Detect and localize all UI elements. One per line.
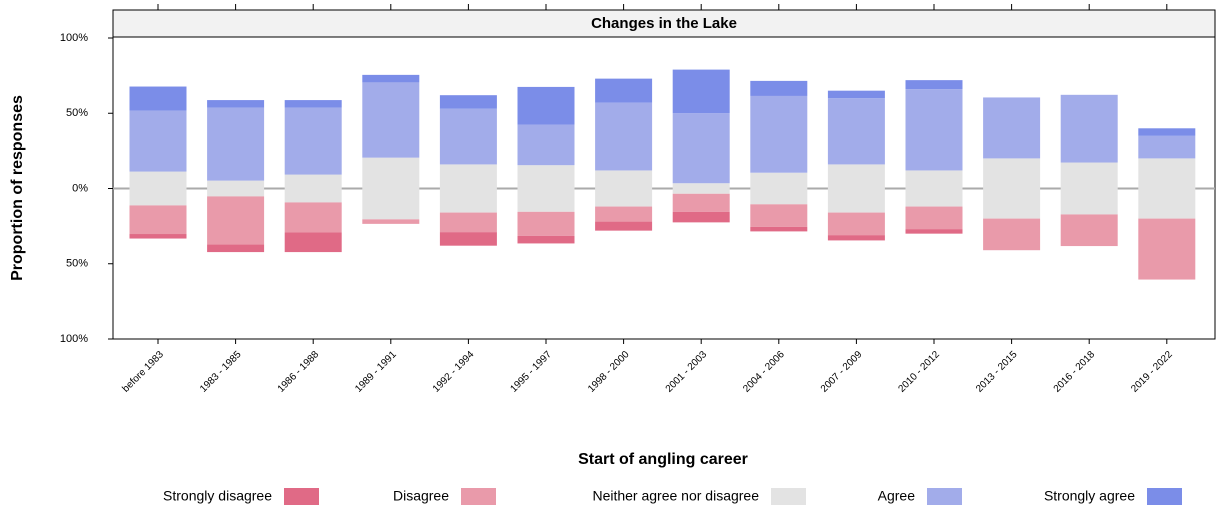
bar-segment bbox=[207, 196, 265, 245]
bar-segment bbox=[750, 204, 808, 227]
y-tick-label: 50% bbox=[66, 258, 88, 270]
bar-segment bbox=[983, 158, 1041, 219]
bar-segment bbox=[362, 74, 420, 83]
bar-segment bbox=[827, 90, 885, 99]
bar-segment bbox=[284, 232, 342, 253]
bar-segment bbox=[827, 235, 885, 241]
x-tick-label: 1983 - 1985 bbox=[198, 349, 244, 395]
bar-segment bbox=[284, 174, 342, 203]
x-tick-label: 2016 - 2018 bbox=[1052, 349, 1098, 395]
bar-segment bbox=[983, 97, 1041, 159]
x-tick-label: before 1983 bbox=[120, 349, 166, 395]
bar-segment bbox=[1138, 218, 1196, 280]
chart-title: Changes in the Lake bbox=[591, 15, 737, 32]
bar-segment bbox=[517, 235, 575, 244]
legend-swatch bbox=[284, 488, 319, 505]
bar-segment bbox=[1060, 162, 1118, 215]
bar-segment bbox=[207, 180, 265, 197]
bar-segment bbox=[439, 108, 497, 165]
bar-segment bbox=[284, 202, 342, 233]
bar-segment bbox=[905, 80, 963, 90]
legend-swatch bbox=[1147, 488, 1182, 505]
bar-segment bbox=[517, 165, 575, 212]
legend-label: Strongly agree bbox=[1044, 488, 1135, 504]
bar-segment bbox=[284, 107, 342, 175]
bar-segment bbox=[672, 211, 730, 223]
bar-segment bbox=[1060, 94, 1118, 163]
x-tick-label: 1986 - 1988 bbox=[276, 349, 322, 395]
bar-segment bbox=[362, 82, 420, 158]
bar-segment bbox=[207, 244, 265, 253]
legend-label: Strongly disagree bbox=[163, 488, 272, 504]
bar-segment bbox=[672, 183, 730, 194]
bar-segment bbox=[129, 205, 187, 235]
bar-segment bbox=[750, 95, 808, 173]
bar-segment bbox=[672, 113, 730, 184]
legend-label: Disagree bbox=[393, 488, 449, 504]
bar-segment bbox=[517, 211, 575, 236]
x-tick-label: 2007 - 2009 bbox=[819, 349, 865, 395]
bar-segment bbox=[827, 98, 885, 165]
bar-segment bbox=[1138, 128, 1196, 136]
bar-segment bbox=[827, 164, 885, 213]
bar-segment bbox=[129, 234, 187, 239]
bar-segment bbox=[439, 95, 497, 109]
bar-segment bbox=[439, 212, 497, 233]
x-tick-label: 1995 - 1997 bbox=[508, 349, 554, 395]
bar-segment bbox=[517, 124, 575, 166]
title-strip bbox=[112, 9, 1216, 38]
bar-segment bbox=[517, 86, 575, 125]
bar-segment bbox=[362, 157, 420, 220]
bar-segment bbox=[439, 164, 497, 213]
bar-segment bbox=[983, 218, 1041, 251]
bar-segment bbox=[827, 212, 885, 236]
x-tick-label: 1998 - 2000 bbox=[586, 349, 632, 395]
x-tick-label: 1992 - 1994 bbox=[431, 349, 477, 395]
bar-segment bbox=[1060, 214, 1118, 247]
x-tick-label: 2004 - 2006 bbox=[741, 349, 787, 395]
x-axis-label: Start of angling career bbox=[578, 451, 748, 468]
bar-segment bbox=[672, 193, 730, 212]
x-tick-label: 1989 - 1991 bbox=[353, 349, 399, 395]
bar-segment bbox=[207, 107, 265, 181]
y-tick-label: 100% bbox=[60, 333, 88, 345]
bar-segment bbox=[595, 221, 653, 231]
bar-segment bbox=[905, 170, 963, 207]
legend-label: Agree bbox=[878, 488, 916, 504]
bar-segment bbox=[129, 86, 187, 111]
bar-segment bbox=[1138, 135, 1196, 159]
bar-segment bbox=[439, 232, 497, 246]
y-tick-label: 100% bbox=[60, 32, 88, 44]
bar-segment bbox=[905, 206, 963, 230]
x-tick-label: 2010 - 2012 bbox=[896, 349, 942, 395]
bar-segment bbox=[595, 78, 653, 103]
bar-segment bbox=[129, 110, 187, 172]
bar-segment bbox=[672, 69, 730, 114]
x-tick-label: 2013 - 2015 bbox=[974, 349, 1020, 395]
bar-segment bbox=[905, 89, 963, 171]
x-tick-label: 2019 - 2022 bbox=[1129, 349, 1175, 395]
bar-segment bbox=[750, 226, 808, 232]
legend-swatch bbox=[771, 488, 806, 505]
y-tick-label: 50% bbox=[66, 107, 88, 119]
y-axis-label: Proportion of responses bbox=[9, 95, 26, 281]
legend-swatch bbox=[461, 488, 496, 505]
bar-segment bbox=[1138, 158, 1196, 219]
y-tick-label: 0% bbox=[72, 182, 88, 194]
plot-frame bbox=[112, 9, 1216, 340]
bar-segment bbox=[284, 100, 342, 108]
bar-segment bbox=[905, 229, 963, 234]
bar-segment bbox=[362, 219, 420, 224]
bar-segment bbox=[595, 206, 653, 222]
bar-segment bbox=[750, 172, 808, 205]
bar-segment bbox=[207, 100, 265, 108]
bar-segment bbox=[595, 170, 653, 207]
x-tick-label: 2001 - 2003 bbox=[664, 349, 710, 395]
bar-segment bbox=[595, 102, 653, 171]
bar-segment bbox=[750, 80, 808, 96]
bar-segment bbox=[129, 171, 187, 206]
legend-label: Neither agree nor disagree bbox=[592, 488, 759, 504]
legend-swatch bbox=[927, 488, 962, 505]
